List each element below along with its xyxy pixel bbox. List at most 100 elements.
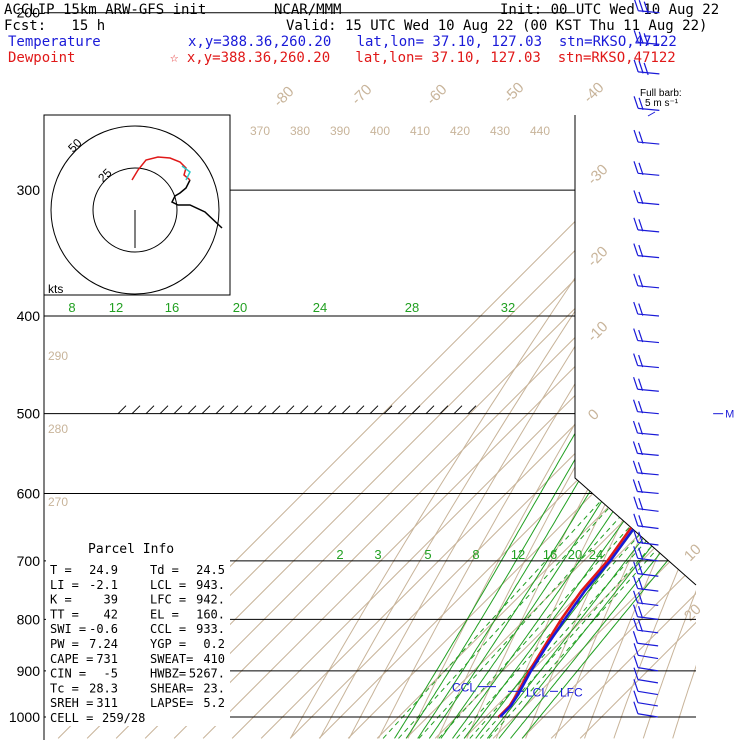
isotherm-label: -10 — [584, 318, 611, 345]
wind-barb-flag — [638, 97, 644, 111]
theta-label: 430 — [490, 124, 510, 138]
parcel-value: 731 — [96, 652, 118, 666]
wind-barb-flag — [637, 619, 644, 632]
hatch-mark — [383, 405, 393, 415]
wind-barb-flag — [633, 546, 639, 559]
wind-barb-flag — [632, 604, 639, 617]
isotherm-line — [289, 115, 696, 739]
theta-label: 390 — [330, 124, 350, 138]
parcel-key: CAPE = — [50, 652, 93, 666]
wind-barb-staff — [638, 41, 660, 45]
parcel-value: 160. — [196, 607, 225, 621]
wind-barb-flag — [633, 496, 639, 509]
isotherm-line — [231, 115, 696, 739]
mixing-ratio-label: 20 — [568, 547, 582, 562]
dry-adiabat-line — [554, 115, 696, 739]
theta-label: 400 — [370, 124, 390, 138]
wind-barb-staff — [637, 285, 660, 289]
wind-barb-flag — [633, 161, 639, 174]
hatch-mark — [313, 405, 323, 415]
theta-label: 380 — [290, 124, 310, 138]
wind-barb-flag — [638, 275, 644, 288]
wind-barb-flag — [633, 353, 639, 366]
wind-barb-flag — [638, 329, 644, 343]
pressure-label: 800 — [17, 611, 41, 627]
pressure-label: 400 — [17, 308, 41, 324]
wind-barb-staff — [637, 525, 659, 530]
wind-barb-flag — [634, 0, 639, 11]
parcel-key: CIN = — [50, 667, 86, 681]
wind-barb-staff — [637, 573, 659, 577]
isotherm-line — [434, 115, 696, 739]
isotherm-label: -20 — [584, 243, 611, 270]
wind-barb-flag — [632, 479, 638, 492]
parcel-key: CELL = — [50, 711, 93, 725]
wind-barb-staff — [637, 713, 658, 718]
theta-e-label: 16 — [165, 300, 179, 315]
wind-barb-staff — [637, 702, 658, 707]
wind-barb-flag — [637, 400, 644, 414]
dry-adiabat-line — [732, 0, 740, 738]
wind-barb-flag — [633, 667, 639, 680]
parcel-key: CCL = — [150, 622, 186, 636]
init-time: Init: 00 UTC Wed 10 Aug 22 — [500, 2, 720, 18]
wind-barb-flag — [638, 0, 644, 13]
moist-adiabat-line — [440, 115, 696, 739]
dry-adiabat-line — [436, 115, 696, 739]
hatch-mark — [173, 405, 183, 415]
wind-barb-flag — [638, 378, 644, 391]
parcel-value: -0.6 — [89, 622, 118, 636]
parcel-value: 42 — [104, 607, 118, 621]
wind-barb-flag — [633, 129, 639, 143]
parcel-value: 259/28 — [102, 711, 145, 725]
wind-barb-flag — [633, 590, 639, 604]
parcel-key: K = — [50, 593, 72, 607]
hatch-mark — [453, 405, 463, 415]
wind-barb-flag — [637, 442, 644, 456]
parcel-key: SWEAT= — [150, 652, 193, 666]
mixing-ratio-label: 12 — [511, 547, 525, 562]
hatch-mark — [397, 405, 407, 415]
wind-barb-flag — [643, 62, 649, 76]
dry-adiabat-line — [613, 115, 696, 739]
wind-barb-staff — [637, 452, 659, 456]
wind-barb-staff — [637, 629, 659, 634]
parcel-key: Td = — [150, 563, 179, 577]
wind-barb-flag — [633, 301, 639, 315]
isotherm-line — [144, 115, 696, 739]
parcel-value: 933. — [196, 622, 225, 636]
parcel-value: 942. — [196, 593, 225, 607]
hatch-mark — [369, 405, 379, 415]
wind-barb-flag — [633, 655, 639, 668]
hodograph-unit-label: kts — [48, 282, 63, 296]
wind-barb-staff — [638, 654, 659, 660]
theta-e-label: 28 — [405, 300, 419, 315]
mixing-ratio-line — [479, 421, 696, 739]
parcel-value: 943. — [196, 578, 225, 592]
isotherm-label: -30 — [584, 161, 611, 188]
hodograph-trace-low — [170, 179, 223, 229]
hatch-mark — [355, 405, 365, 415]
wind-barb-staff — [637, 667, 659, 672]
theta-e-label: 32 — [501, 300, 515, 315]
wind-barb-flag — [638, 531, 644, 545]
hatch-mark — [117, 405, 127, 415]
theta-label: 420 — [450, 124, 470, 138]
parcel-value: 410 — [203, 652, 225, 666]
isotherm-label: -50 — [500, 79, 527, 106]
hatch-mark — [145, 405, 155, 415]
wind-barb-flag — [638, 303, 644, 316]
hatch-mark — [257, 405, 267, 415]
dry-adiabat-line — [319, 115, 696, 739]
wind-barb-flag — [633, 690, 639, 703]
wind-barb-flag — [633, 377, 639, 390]
hatch-mark — [215, 405, 225, 415]
wind-barb-staff — [637, 388, 659, 392]
hatch-mark — [425, 405, 435, 415]
wind-barb-flag — [643, 1, 649, 14]
isotherm-line — [173, 115, 696, 739]
wind-barb-flag — [633, 59, 639, 73]
dry-adiabat-line — [348, 115, 696, 739]
org-label: NCAR/MMM — [274, 2, 342, 18]
